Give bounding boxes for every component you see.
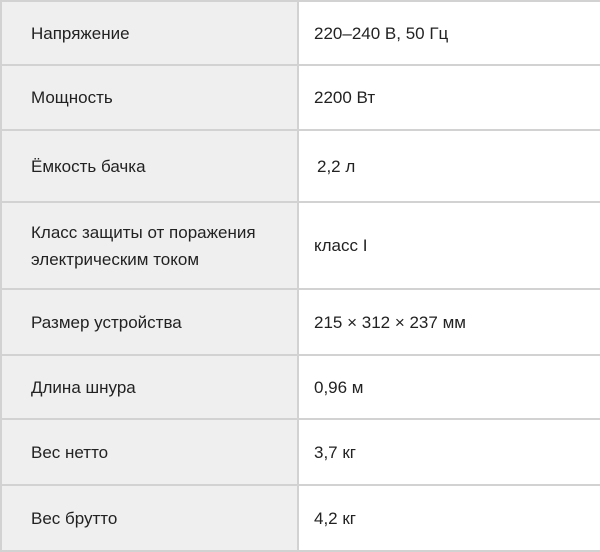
spec-label: Длина шнура (0, 354, 299, 420)
spec-value: 2,2 л (298, 129, 600, 203)
spec-value: 3,7 кг (298, 418, 600, 486)
spec-value: 215 × 312 × 237 мм (298, 288, 600, 356)
spec-value: 2200 Вт (298, 64, 600, 131)
spec-label: Размер устройства (0, 288, 299, 356)
spec-label: Вес брутто (0, 484, 299, 552)
table-row: Мощность 2200 Вт (0, 64, 600, 131)
table-row: Ёмкость бачка 2,2 л (0, 129, 600, 203)
table-row: Размер устройства 215 × 312 × 237 мм (0, 288, 600, 356)
spec-label: Напряжение (0, 0, 299, 66)
table-row: Класс защиты от поражения электрическим … (0, 201, 600, 290)
table-row: Напряжение 220–240 В, 50 Гц (0, 0, 600, 66)
table-row: Длина шнура 0,96 м (0, 354, 600, 420)
spec-label: Вес нетто (0, 418, 299, 486)
spec-value: 220–240 В, 50 Гц (298, 0, 600, 66)
spec-label: Ёмкость бачка (0, 129, 299, 203)
spec-label: Класс защиты от поражения электрическим … (0, 201, 299, 290)
spec-value: класс I (298, 201, 600, 290)
spec-value: 4,2 кг (298, 484, 600, 552)
table-row: Вес брутто 4,2 кг (0, 484, 600, 552)
spec-value: 0,96 м (298, 354, 600, 420)
table-row: Вес нетто 3,7 кг (0, 418, 600, 486)
spec-label: Мощность (0, 64, 299, 131)
